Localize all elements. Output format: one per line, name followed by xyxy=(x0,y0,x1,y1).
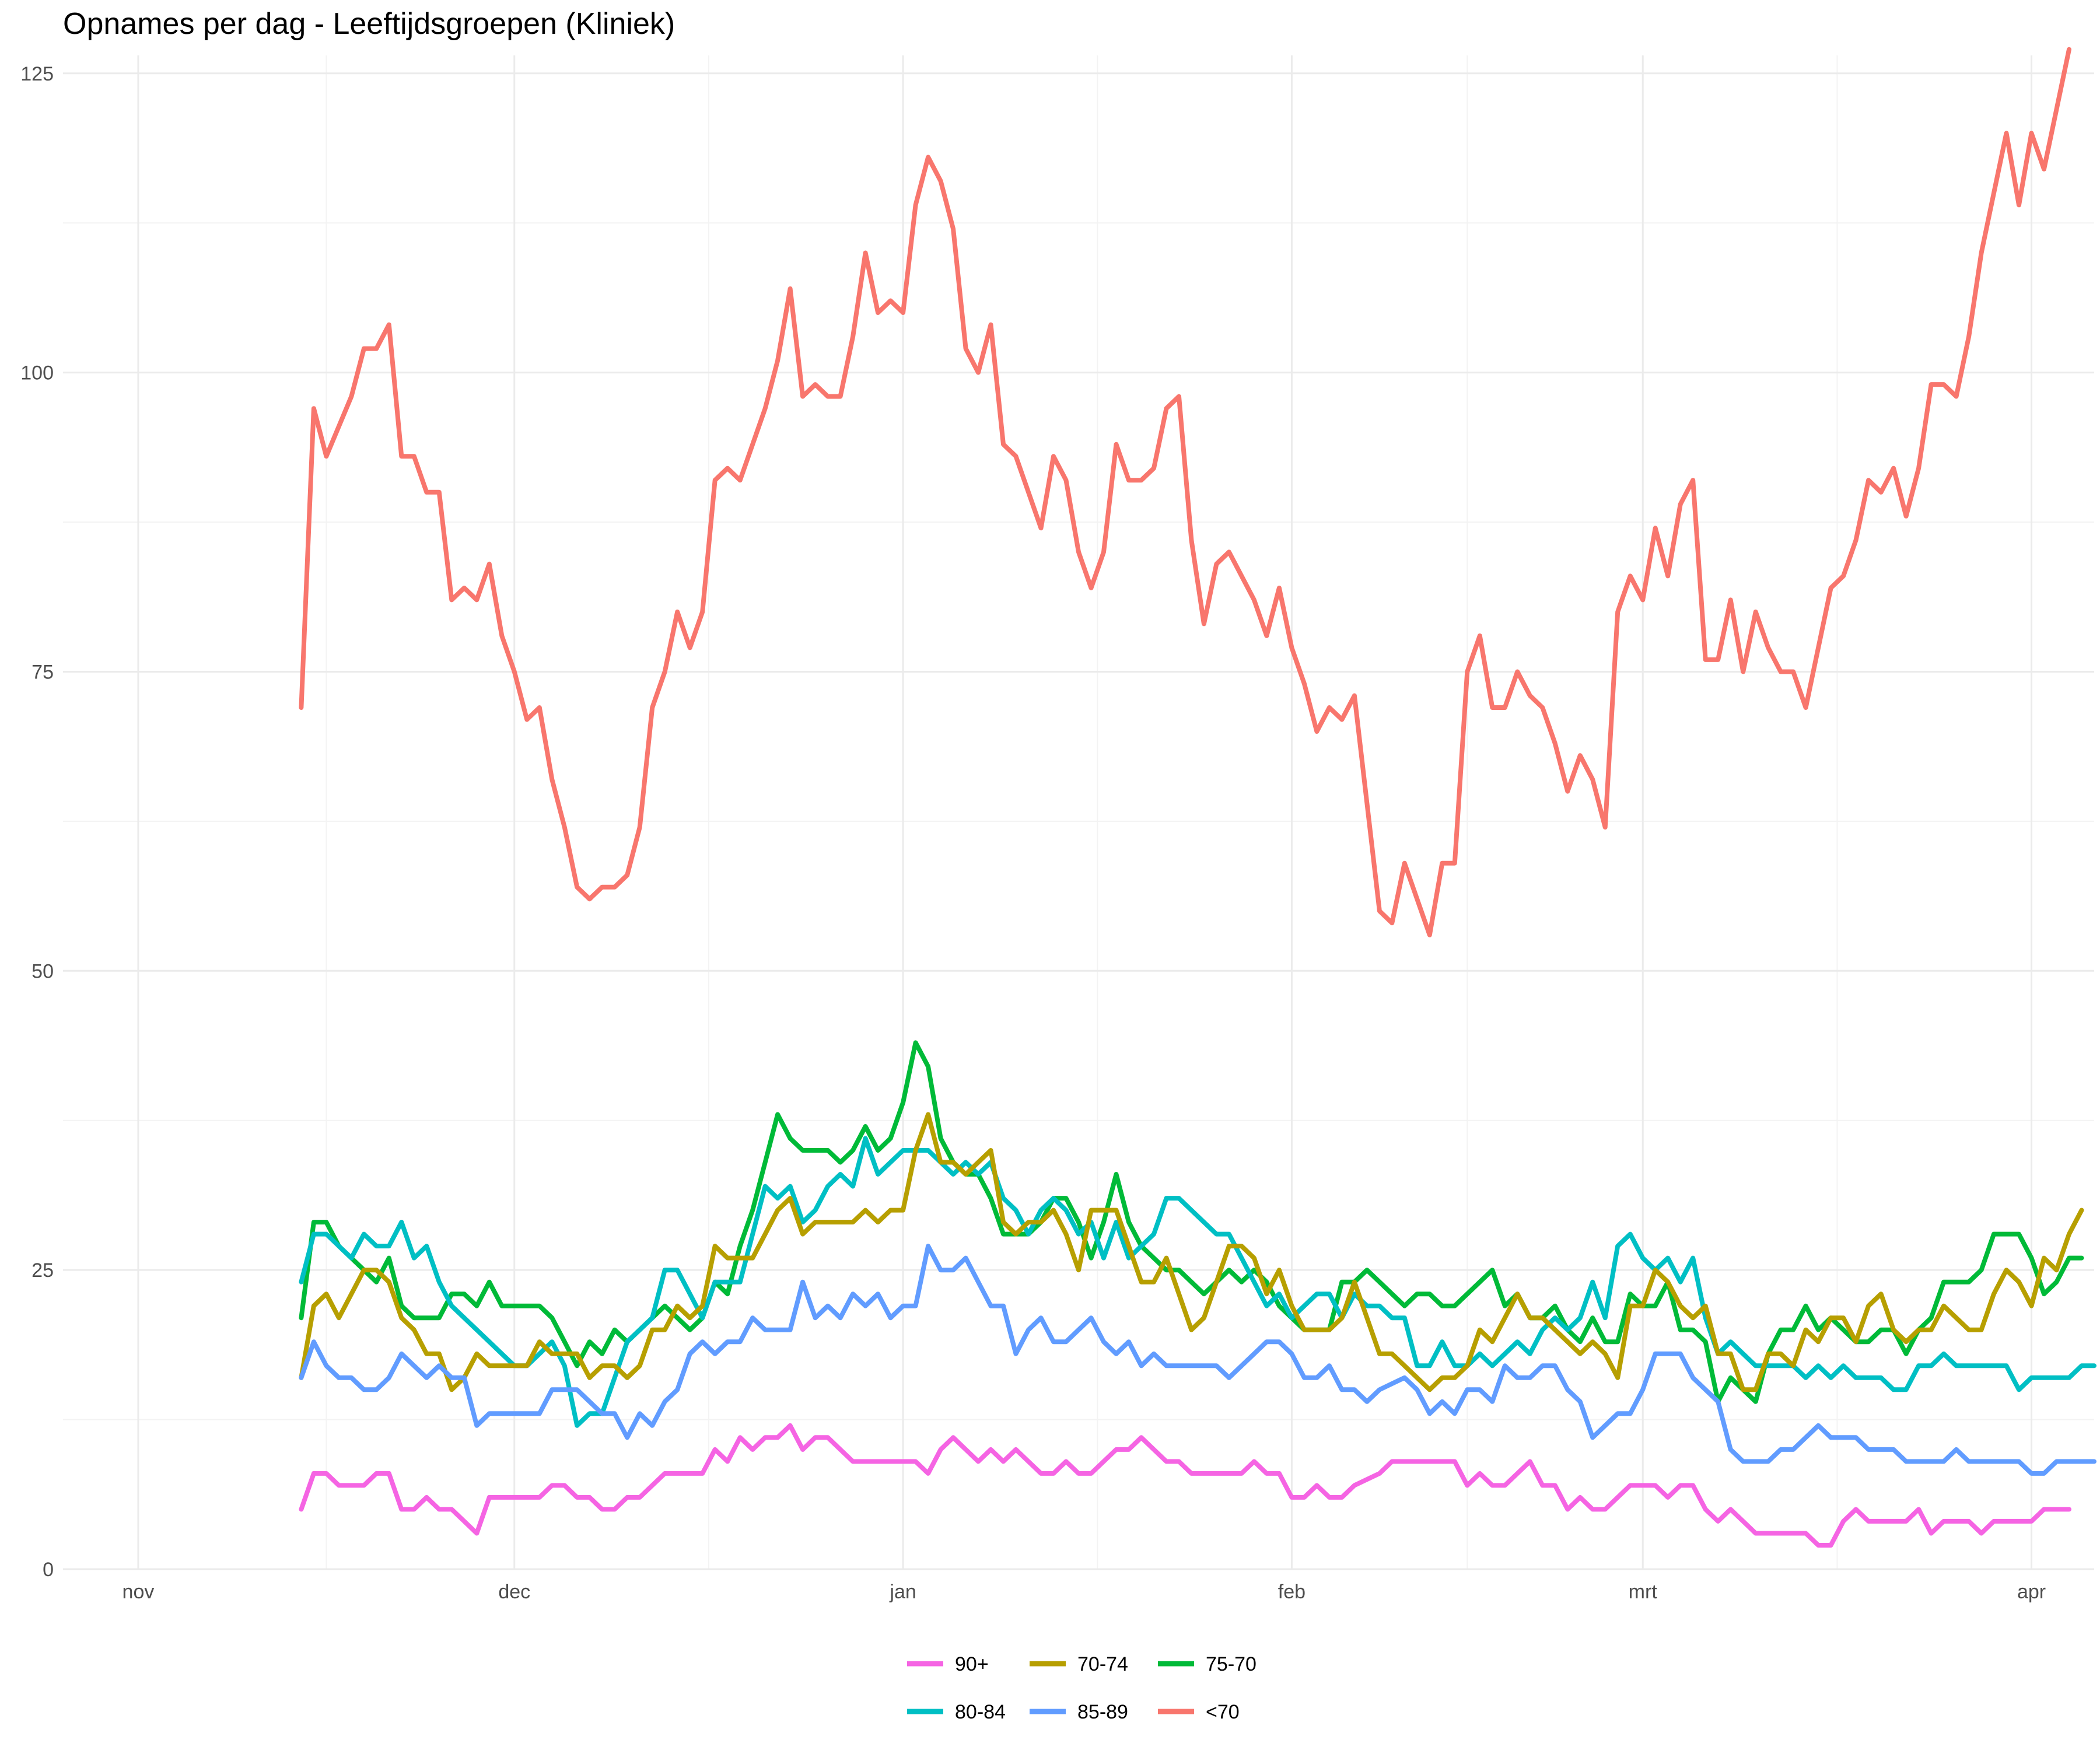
chart-title: Opnames per dag - Leeftijdsgroepen (Klin… xyxy=(63,7,675,41)
y-tick-label: 100 xyxy=(20,362,54,384)
series-line-8589 xyxy=(299,1244,2096,1476)
gridlines xyxy=(63,55,2094,1570)
legend-label: 75-70 xyxy=(1206,1653,1256,1675)
x-tick-label: mrt xyxy=(1629,1581,1658,1603)
series-line-7570 xyxy=(299,1040,2084,1404)
legend-label: 85-89 xyxy=(1077,1701,1128,1723)
series-lines xyxy=(299,47,2096,1548)
legend-label: 90+ xyxy=(955,1653,989,1675)
x-tick-label: nov xyxy=(123,1581,155,1603)
x-tick-label: dec xyxy=(498,1581,530,1603)
legend-label: <70 xyxy=(1206,1701,1240,1723)
y-tick-label: 0 xyxy=(43,1559,54,1581)
y-axis-tick-labels: 0 25 50 75 100 125 xyxy=(20,63,54,1581)
legend-label: 70-74 xyxy=(1077,1653,1128,1675)
x-tick-label: feb xyxy=(1278,1581,1306,1603)
y-tick-label: 50 xyxy=(32,960,54,982)
series-line-70 xyxy=(299,47,2071,937)
series-line-8084 xyxy=(299,1136,2096,1428)
series-line-90 xyxy=(299,1423,2071,1548)
x-tick-label: jan xyxy=(889,1581,916,1603)
series-line-7074 xyxy=(299,1112,2084,1392)
x-tick-label: apr xyxy=(2017,1581,2046,1603)
y-tick-label: 125 xyxy=(20,63,54,85)
legend: 90+ 80-84 70-74 85-89 75-70 <70 xyxy=(907,1653,1256,1723)
legend-label: 80-84 xyxy=(955,1701,1006,1723)
y-tick-label: 25 xyxy=(32,1259,54,1282)
y-tick-label: 75 xyxy=(32,661,54,683)
x-axis-tick-labels: nov dec jan feb mrt apr xyxy=(123,1581,2046,1603)
